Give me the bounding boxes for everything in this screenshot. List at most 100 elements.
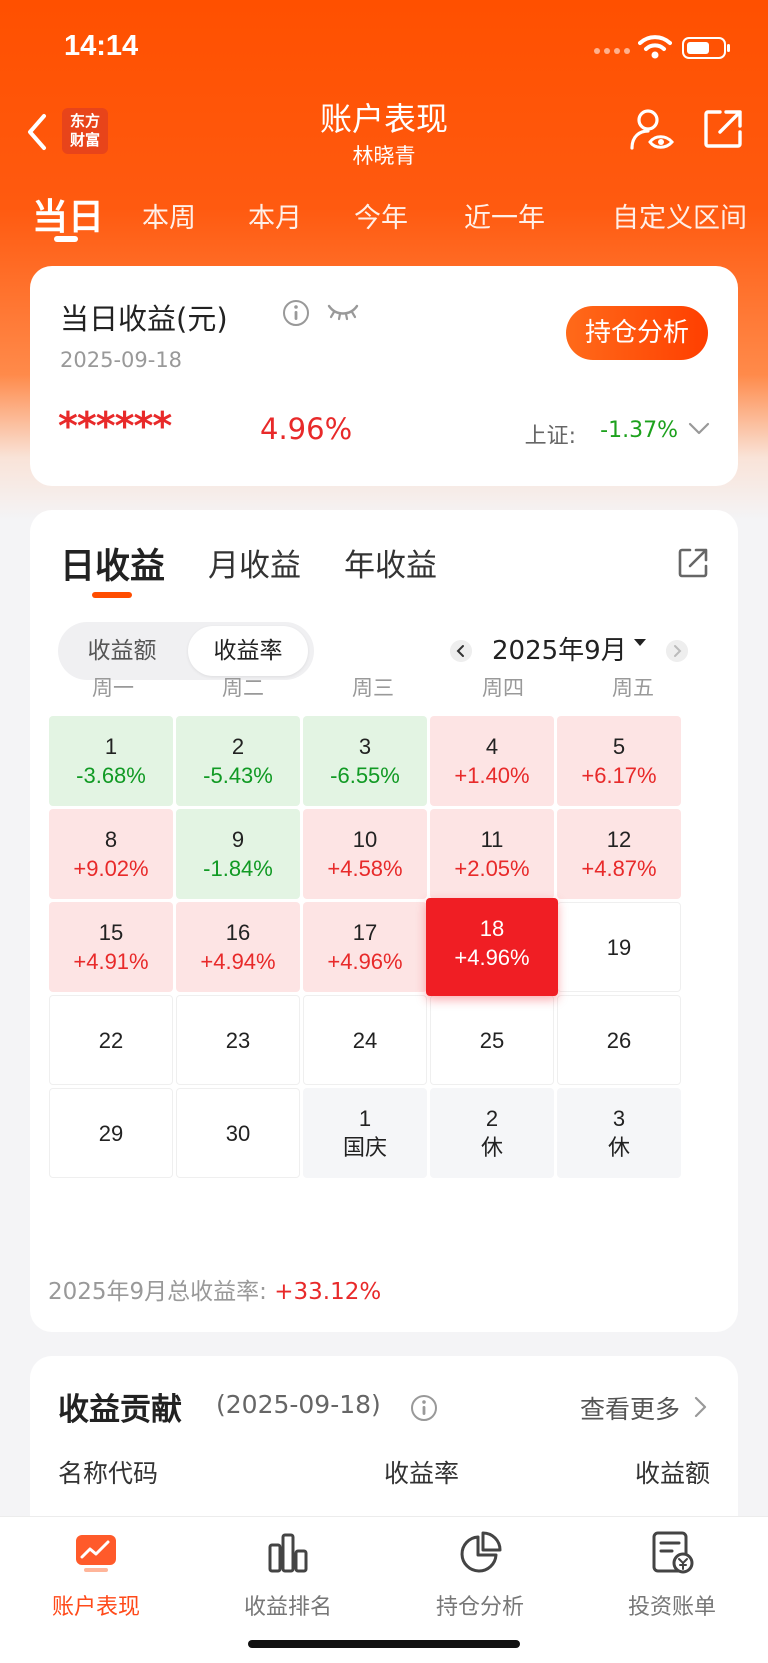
tab-last-year[interactable]: 近一年 (464, 203, 545, 234)
month-label[interactable]: 2025年9月 (492, 636, 627, 666)
calendar-day[interactable]: 3 -6.55% (303, 716, 427, 806)
calendar-day[interactable]: 25 (430, 995, 554, 1085)
calendar-day[interactable]: 1 -3.68% (49, 716, 173, 806)
bill-icon (652, 1531, 694, 1574)
day-return-rate: +9.02% (73, 856, 149, 881)
calendar-day-today[interactable]: 18 +4.96% (426, 898, 558, 996)
chart-screen-icon (76, 1535, 116, 1572)
tab-custom-range[interactable]: 自定义区间 (612, 203, 747, 234)
brand-logo: 东方 财富 (62, 108, 108, 154)
index-label: 上证: (524, 424, 576, 449)
calendar-day[interactable]: 4 +1.40% (430, 716, 554, 806)
bar-chart-icon (268, 1533, 308, 1573)
day-return-rate: -1.84% (203, 856, 273, 881)
tab-yearly-income[interactable]: 年收益 (344, 548, 437, 584)
account-name: 林晓青 (352, 144, 416, 168)
calendar-day[interactable]: 19 (557, 902, 681, 992)
weekday-label: 周四 (482, 676, 524, 700)
day-return-rate: +4.96% (454, 945, 530, 970)
calendar-tab-indicator (92, 592, 132, 598)
tab-week[interactable]: 本周 (142, 203, 196, 234)
calendar-day[interactable]: 9 -1.84% (176, 809, 300, 899)
day-number: 12 (606, 827, 632, 852)
contribution-date: (2025-09-18) (216, 1390, 381, 1419)
month-total-label: 2025年9月总收益率: (48, 1279, 267, 1305)
day-number: 29 (98, 1121, 124, 1146)
holiday-label: 休 (607, 1135, 630, 1160)
calendar-day[interactable]: 15 +4.91% (49, 902, 173, 992)
nav-account-performance[interactable]: 账户表现 (0, 1517, 192, 1620)
contribution-title: 收益贡献 (58, 1392, 182, 1428)
income-title: 当日收益(元) (60, 302, 228, 336)
toggle-amount[interactable]: 收益额 (87, 638, 157, 664)
caret-down-icon[interactable] (633, 638, 647, 648)
nav-label: 投资账单 (627, 1595, 716, 1620)
nav-investment-bill[interactable]: 投资账单 (576, 1517, 768, 1620)
info-icon[interactable] (282, 299, 310, 327)
day-return-rate: +4.94% (200, 949, 276, 974)
day-number: 3 (612, 1106, 626, 1131)
day-number: 16 (225, 920, 251, 945)
tab-year[interactable]: 今年 (354, 203, 408, 234)
day-number: 15 (98, 920, 124, 945)
day-number: 17 (352, 920, 378, 945)
calendar-day[interactable]: 2 -5.43% (176, 716, 300, 806)
page-title: 账户表现 (319, 100, 448, 138)
nav-holdings-analysis[interactable]: 持仓分析 (384, 1517, 576, 1620)
income-date: 2025-09-18 (60, 348, 183, 372)
day-number: 25 (479, 1028, 505, 1053)
status-bar: 14:14 (0, 0, 768, 96)
nav-income-ranking[interactable]: 收益排名 (192, 1517, 384, 1620)
next-month-icon[interactable] (666, 640, 688, 662)
active-tab-indicator (54, 236, 78, 242)
calendar-day[interactable]: 23 (176, 995, 300, 1085)
tab-monthly-income[interactable]: 月收益 (208, 548, 301, 584)
calendar-day[interactable]: 10 +4.58% (303, 809, 427, 899)
home-indicator (248, 1640, 520, 1648)
day-number: 5 (612, 734, 626, 759)
holdings-analysis-button[interactable]: 持仓分析 (566, 306, 708, 360)
day-number: 23 (225, 1028, 251, 1053)
eye-closed-icon[interactable] (326, 298, 360, 324)
calendar-day[interactable]: 5 +6.17% (557, 716, 681, 806)
chevron-right-icon[interactable] (694, 1396, 708, 1418)
info-icon[interactable] (410, 1394, 438, 1422)
calendar-day[interactable]: 17 +4.96% (303, 902, 427, 992)
day-number: 1 (358, 1106, 372, 1131)
holiday-label: 国庆 (342, 1135, 387, 1160)
view-more-link[interactable]: 查看更多 (579, 1395, 680, 1424)
weekday-label: 周一 (92, 676, 134, 700)
masked-income-amount: ****** (58, 404, 172, 448)
tab-month[interactable]: 本月 (248, 203, 302, 234)
calendar-day[interactable]: 29 (49, 1088, 173, 1178)
calendar-grid: 1 -3.68% 2 -5.43% 3 -6.55% 4 +1.40% 5 +6.17% 8 +9.0… (48, 716, 700, 1186)
calendar-day[interactable]: 30 (176, 1088, 300, 1178)
toggle-rate[interactable]: 收益率 (188, 626, 308, 676)
column-rate: 收益率 (384, 1459, 460, 1488)
export-icon[interactable] (676, 546, 710, 580)
calendar-day[interactable]: 8 +9.02% (49, 809, 173, 899)
day-number: 22 (98, 1028, 124, 1053)
share-icon[interactable] (702, 108, 744, 150)
tab-today[interactable]: 当日 (32, 197, 105, 238)
previous-month-icon[interactable] (450, 640, 472, 662)
calendar-day[interactable]: 11 +2.05% (430, 809, 554, 899)
month-total-value: +33.12% (274, 1279, 382, 1305)
calendar-day[interactable]: 22 (49, 995, 173, 1085)
column-name-code: 名称代码 (58, 1459, 159, 1488)
back-icon[interactable] (22, 110, 52, 154)
calendar-day[interactable]: 24 (303, 995, 427, 1085)
chevron-down-icon[interactable] (688, 422, 710, 436)
wifi-icon (638, 35, 672, 59)
calendar-day[interactable]: 1 国庆 (303, 1088, 427, 1178)
calendar-day[interactable]: 26 (557, 995, 681, 1085)
tab-daily-income[interactable]: 日收益 (60, 547, 166, 587)
user-visibility-icon[interactable] (628, 106, 676, 154)
calendar-day[interactable]: 12 +4.87% (557, 809, 681, 899)
day-return-rate: -6.55% (330, 763, 400, 788)
calendar-day[interactable]: 16 +4.94% (176, 902, 300, 992)
amount-rate-toggle: 收益额 收益率 (58, 622, 314, 680)
calendar-card: 日收益 月收益 年收益 收益额 收益率 2025年9月 周一 周二 周三 周四 … (30, 510, 738, 1332)
